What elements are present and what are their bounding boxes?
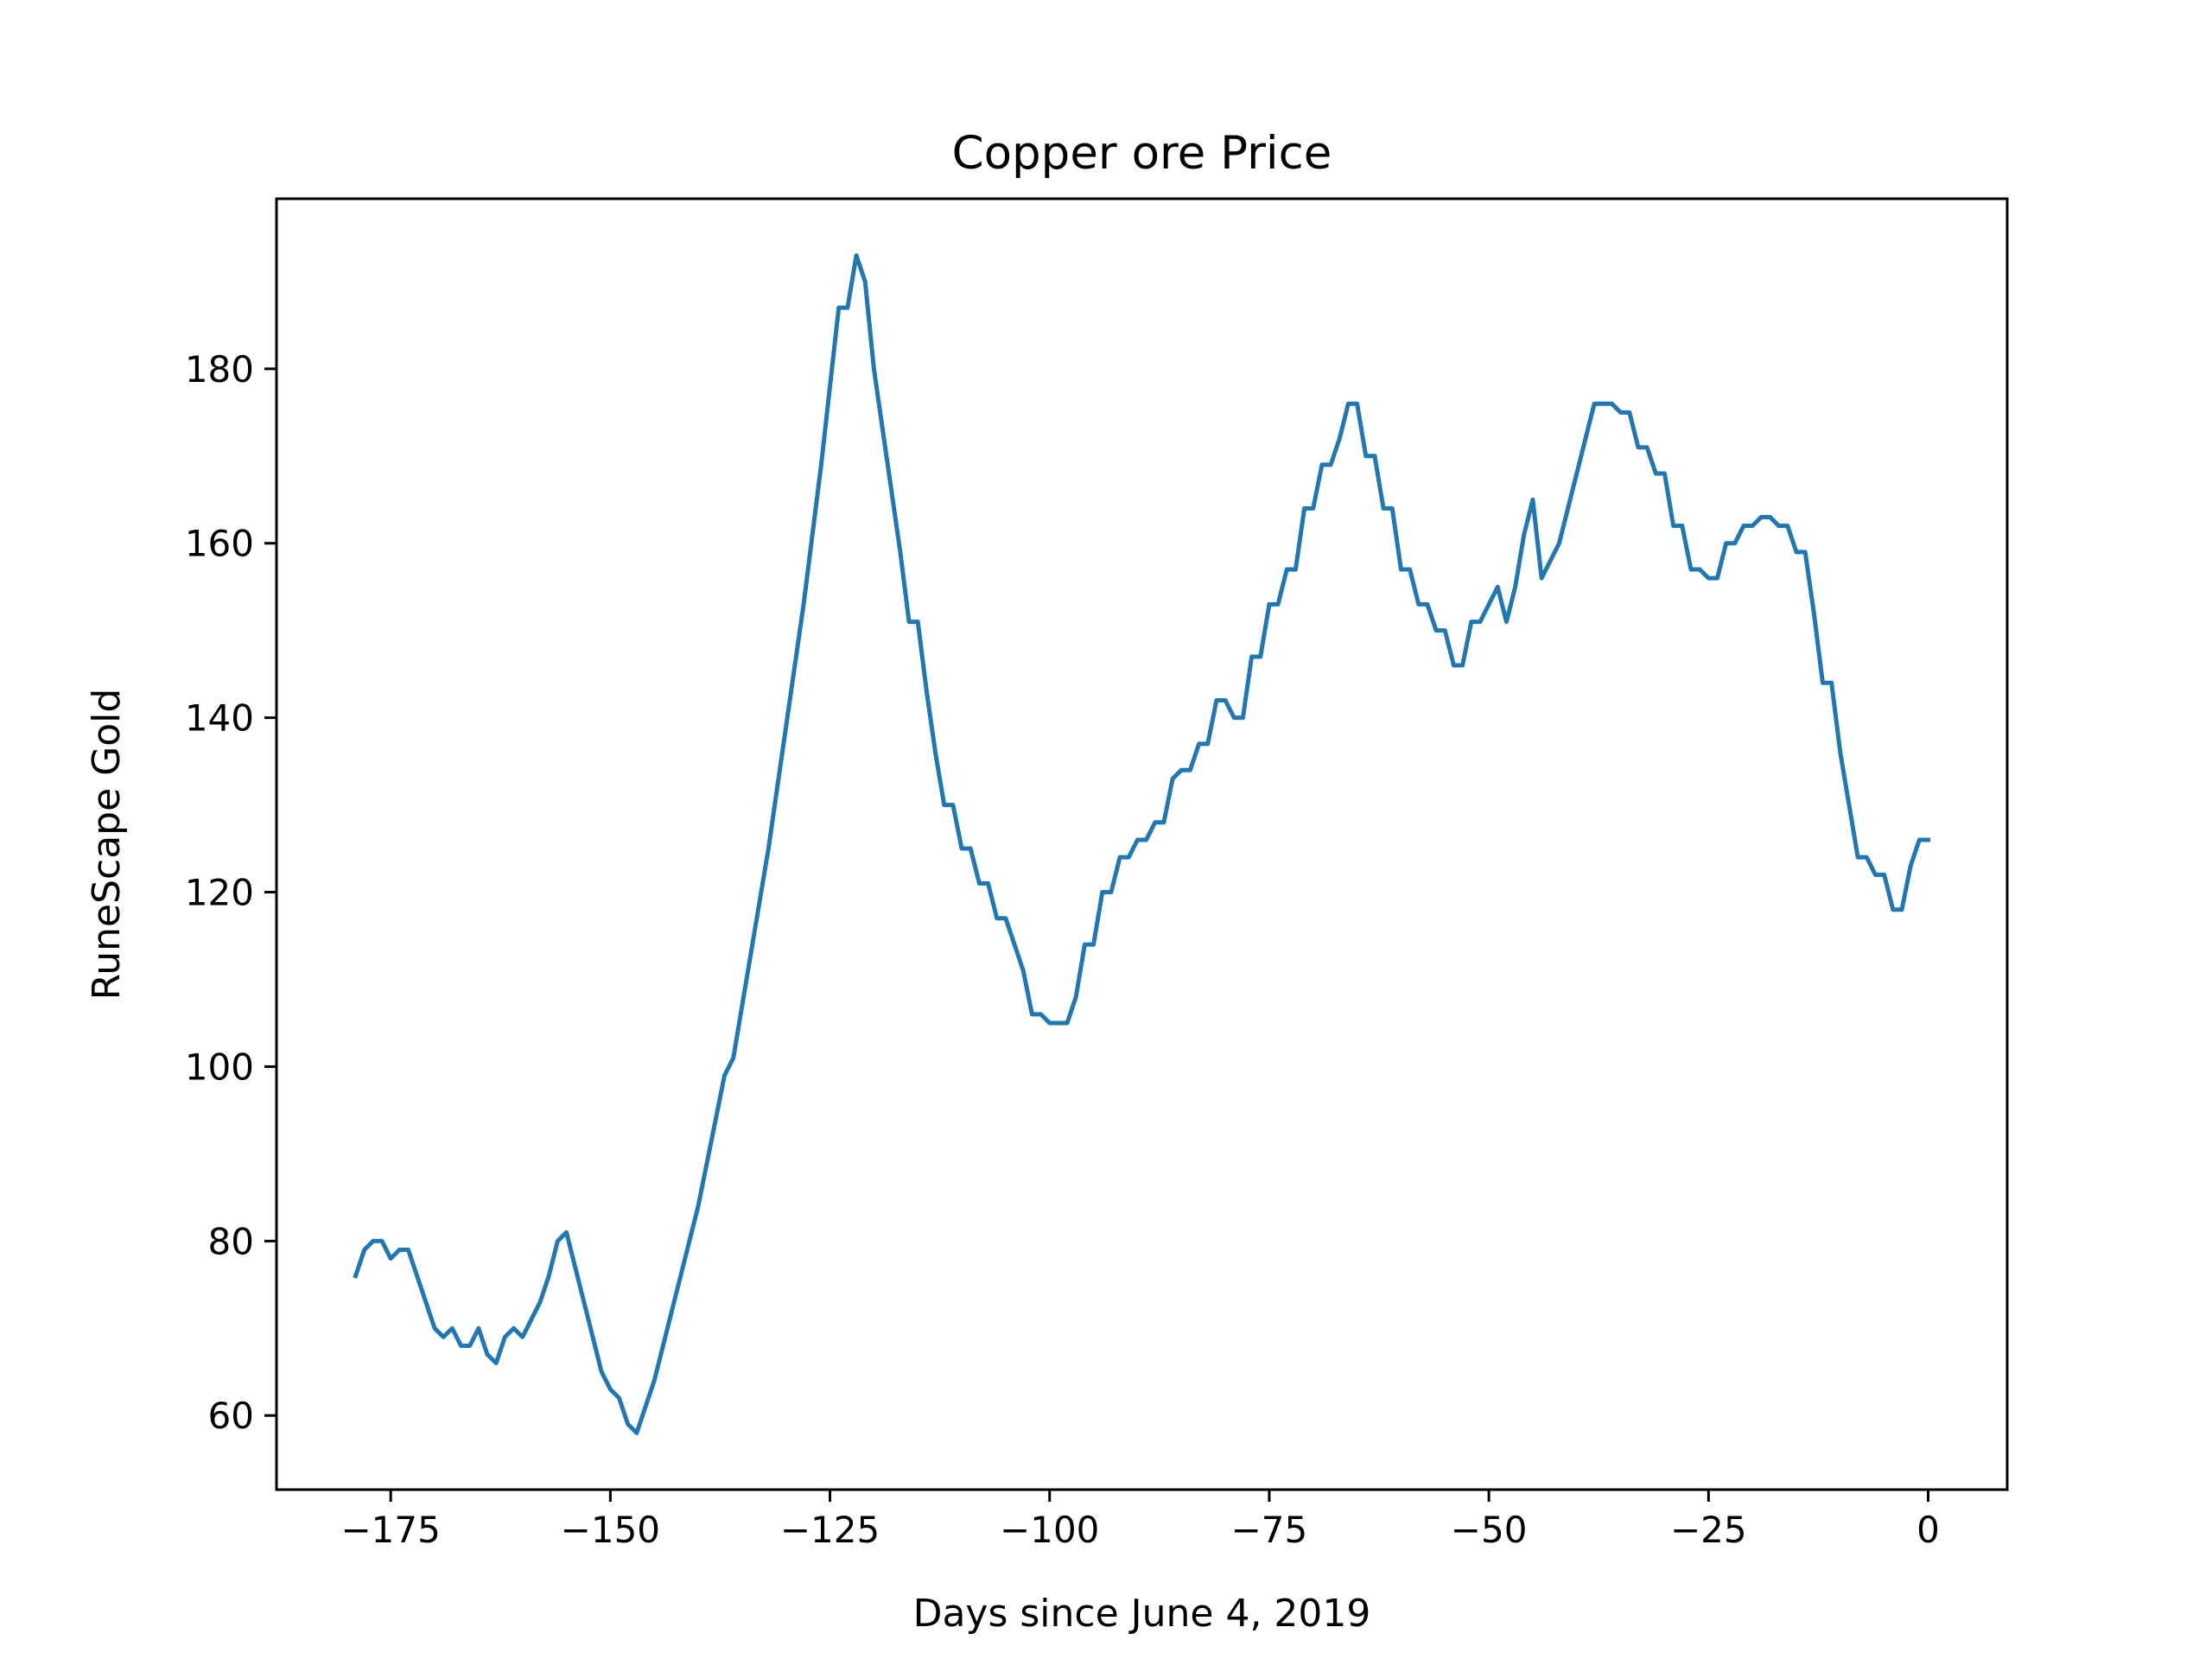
y-axis-ticks: 60 80 100 120 140 160 180 [185,348,276,1437]
series-layer [353,253,1930,1435]
y-tick-label: 160 [185,523,254,565]
x-tick-label: −50 [1451,1509,1528,1551]
plot-frame [275,197,2009,1491]
x-tick-label: −75 [1231,1509,1308,1551]
x-tick-label: −125 [780,1509,880,1551]
x-tick-label: −150 [561,1509,660,1551]
x-tick-label: −175 [340,1509,440,1551]
x-tick-label: −25 [1670,1509,1747,1551]
y-tick-label: 80 [208,1220,254,1262]
y-tick-label: 180 [185,348,254,391]
y-tick-label: 120 [185,872,254,914]
x-tick-label: 0 [1916,1509,1940,1551]
series-line-0 [353,253,1930,1435]
plot-area [276,199,2007,1490]
y-tick-label: 100 [185,1046,254,1088]
x-axis-ticks: −175 −150 −125 −100 −75 −50 −25 0 [340,1490,1940,1551]
chart-title: Copper ore Price [952,127,1332,180]
x-axis-label: Days since June 4, 2019 [913,1592,1371,1636]
y-axis-label: RuneScape Gold [85,689,129,1001]
x-tick-label: −100 [1000,1509,1099,1551]
y-tick-label: 140 [185,697,254,740]
y-tick-label: 60 [208,1395,254,1437]
